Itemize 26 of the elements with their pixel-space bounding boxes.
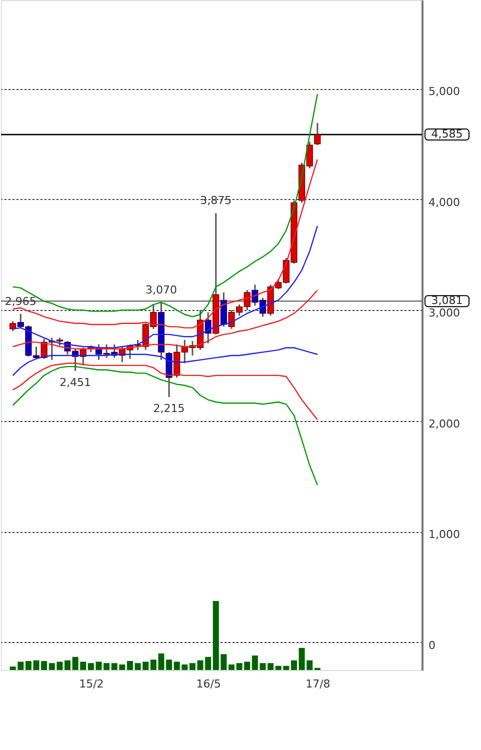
- y-tick-label: 2,000: [428, 417, 460, 430]
- bar: [252, 656, 258, 670]
- bar: [290, 660, 297, 670]
- y-tick-label: 3,000: [428, 306, 460, 320]
- candlestick: [314, 122, 321, 146]
- bar: [25, 661, 32, 670]
- y-tick-label: 1,000: [428, 528, 460, 542]
- line-series: [12, 366, 318, 486]
- bar: [189, 663, 196, 670]
- y-tick-label: 5,000: [428, 85, 460, 98]
- bar: [104, 663, 110, 670]
- annotation: 2,215: [153, 402, 185, 416]
- bar: [64, 660, 71, 670]
- bar: [126, 661, 133, 670]
- ref-line-label: 4,585: [431, 128, 463, 141]
- y-tick-label: 0: [428, 638, 436, 652]
- y-tick-label: 4,000: [428, 196, 460, 209]
- annotation: 2,451: [60, 376, 92, 389]
- x-tick-label: 15/2: [79, 678, 104, 690]
- bar: [166, 660, 172, 670]
- x-tick-label: 16/5: [196, 678, 221, 690]
- line-series: [12, 362, 318, 420]
- x-tick-label: 17/8: [306, 678, 330, 690]
- annotation: 3,070: [145, 283, 177, 296]
- bar: [228, 664, 235, 670]
- ref-line-label: 3,081: [431, 294, 463, 308]
